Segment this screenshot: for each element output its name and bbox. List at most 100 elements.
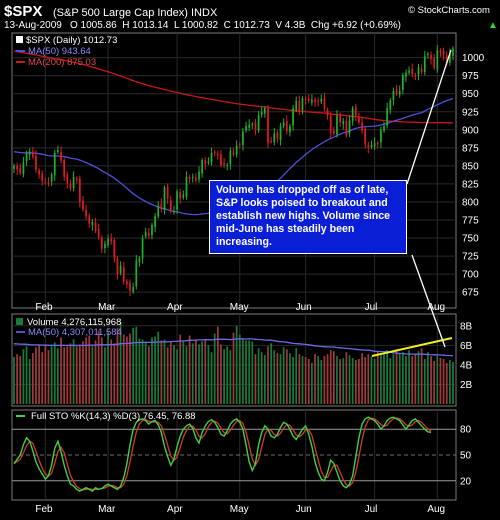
candle-body <box>414 75 417 77</box>
candle-body <box>433 58 436 68</box>
price-tick-label: 825 <box>462 179 479 190</box>
volume-bar <box>16 354 18 404</box>
volume-bar <box>144 341 147 404</box>
volume-bar <box>307 359 310 404</box>
volume-legend: Volume 4,276,115,968 MA(50) 4,307,011,58… <box>16 317 122 338</box>
candle-body <box>210 152 213 163</box>
candle-body <box>245 126 247 131</box>
candle-body <box>47 182 50 184</box>
volume-bar <box>147 346 150 404</box>
sto-month-label: Mar <box>98 504 116 515</box>
candle-body <box>157 205 160 217</box>
callout-pointer-price <box>406 49 452 185</box>
volume-bar <box>436 356 439 404</box>
candle-body <box>354 107 357 116</box>
volume-bar <box>311 362 313 404</box>
sto-month-label: Apr <box>167 504 183 515</box>
sto-legend: Full STO %K(14,3) %D(3) 76.45, 76.88 <box>16 411 196 422</box>
price-tick-label: 675 <box>462 288 479 299</box>
volume-bars <box>13 321 454 404</box>
volume-bar <box>376 352 379 404</box>
candle-body <box>373 142 376 147</box>
volume-bar <box>317 356 320 404</box>
volume-bar <box>361 353 363 404</box>
volume-bar <box>135 326 138 404</box>
annotation-callout: Volume has dropped off as of late, S&P l… <box>209 180 407 254</box>
candle-body <box>22 162 25 174</box>
price-x-axis: Feb Mar Apr May Jun Jul Aug <box>35 302 445 313</box>
volume-bar <box>35 347 37 404</box>
volume-bar <box>13 357 15 404</box>
candle-body <box>213 152 216 154</box>
change-up-icon: ▲ <box>488 20 498 31</box>
volume-bar <box>345 352 348 404</box>
candle-body <box>282 122 285 127</box>
sto-x-axis: Feb Mar Apr May Jun Jul Aug <box>35 504 445 515</box>
volume-bar <box>226 346 229 404</box>
volume-bar <box>383 353 385 404</box>
price-tick-label: 850 <box>462 161 479 172</box>
sto-grid <box>12 410 456 500</box>
volume-bar <box>248 340 251 404</box>
candle-body <box>436 50 439 70</box>
volume-bar <box>285 349 288 404</box>
candle-body <box>392 90 395 101</box>
volume-tick-label: 6B <box>460 341 473 352</box>
candle-body <box>72 176 75 189</box>
volume-bar <box>439 358 442 404</box>
candle-body <box>173 211 175 213</box>
volume-bar <box>398 353 401 404</box>
volume-bar <box>113 343 116 404</box>
volume-bar <box>452 361 454 404</box>
candle-body <box>427 54 429 56</box>
candle-body <box>276 132 279 139</box>
candle-body <box>126 281 128 285</box>
candle-body <box>376 142 379 145</box>
candle-body <box>238 143 241 145</box>
volume-bar <box>348 355 351 404</box>
candle-body <box>63 160 66 177</box>
volume-bar <box>163 339 166 404</box>
volume-bar <box>229 350 232 404</box>
volume-bar <box>238 334 241 404</box>
candle-body <box>38 170 40 175</box>
sto-month-label: Feb <box>35 504 53 515</box>
candle-body <box>104 243 106 249</box>
volume-bar <box>173 345 175 404</box>
candle-body <box>370 144 373 147</box>
volume-bar <box>100 337 103 404</box>
index-name: (S&P 500 Large Cap Index) INDX <box>53 7 218 19</box>
volume-bar <box>389 358 392 404</box>
volume-bar <box>430 356 432 404</box>
candle-body <box>430 54 432 60</box>
volume-bar <box>420 348 423 404</box>
legend-ma200-text: MA(200) 875.03 <box>28 57 96 68</box>
legend-daily-text: $SPX (Daily) 1012.73 <box>26 35 117 46</box>
price-legend: $SPX (Daily) 1012.73 MA(50) 943.64 MA(20… <box>16 35 117 68</box>
volume-bar <box>273 350 276 404</box>
volume-bar <box>195 339 197 404</box>
price-month-label: Aug <box>427 302 445 313</box>
volume-bar <box>110 339 113 404</box>
candle-body <box>147 233 150 236</box>
candle-body <box>57 150 59 153</box>
candle-body <box>320 98 323 102</box>
candle-body <box>257 115 260 131</box>
legend-ma50-text: MA(50) 943.64 <box>28 46 91 57</box>
volume-bar <box>257 348 260 404</box>
volume-bar <box>207 345 210 404</box>
candle-body <box>332 130 335 134</box>
volume-bar <box>358 359 360 404</box>
callout-pointer-volume <box>411 254 446 348</box>
candle-body <box>195 177 197 181</box>
volume-bar <box>267 346 269 404</box>
candle-body <box>88 215 91 224</box>
candle-body <box>445 55 448 64</box>
candle-body <box>298 100 301 112</box>
candle-body <box>339 114 341 123</box>
volume-bar <box>232 332 235 404</box>
volume-bar <box>326 354 329 404</box>
volume-bar <box>301 356 304 404</box>
volume-bar <box>339 359 341 404</box>
volume-ma50-line <box>13 338 454 357</box>
